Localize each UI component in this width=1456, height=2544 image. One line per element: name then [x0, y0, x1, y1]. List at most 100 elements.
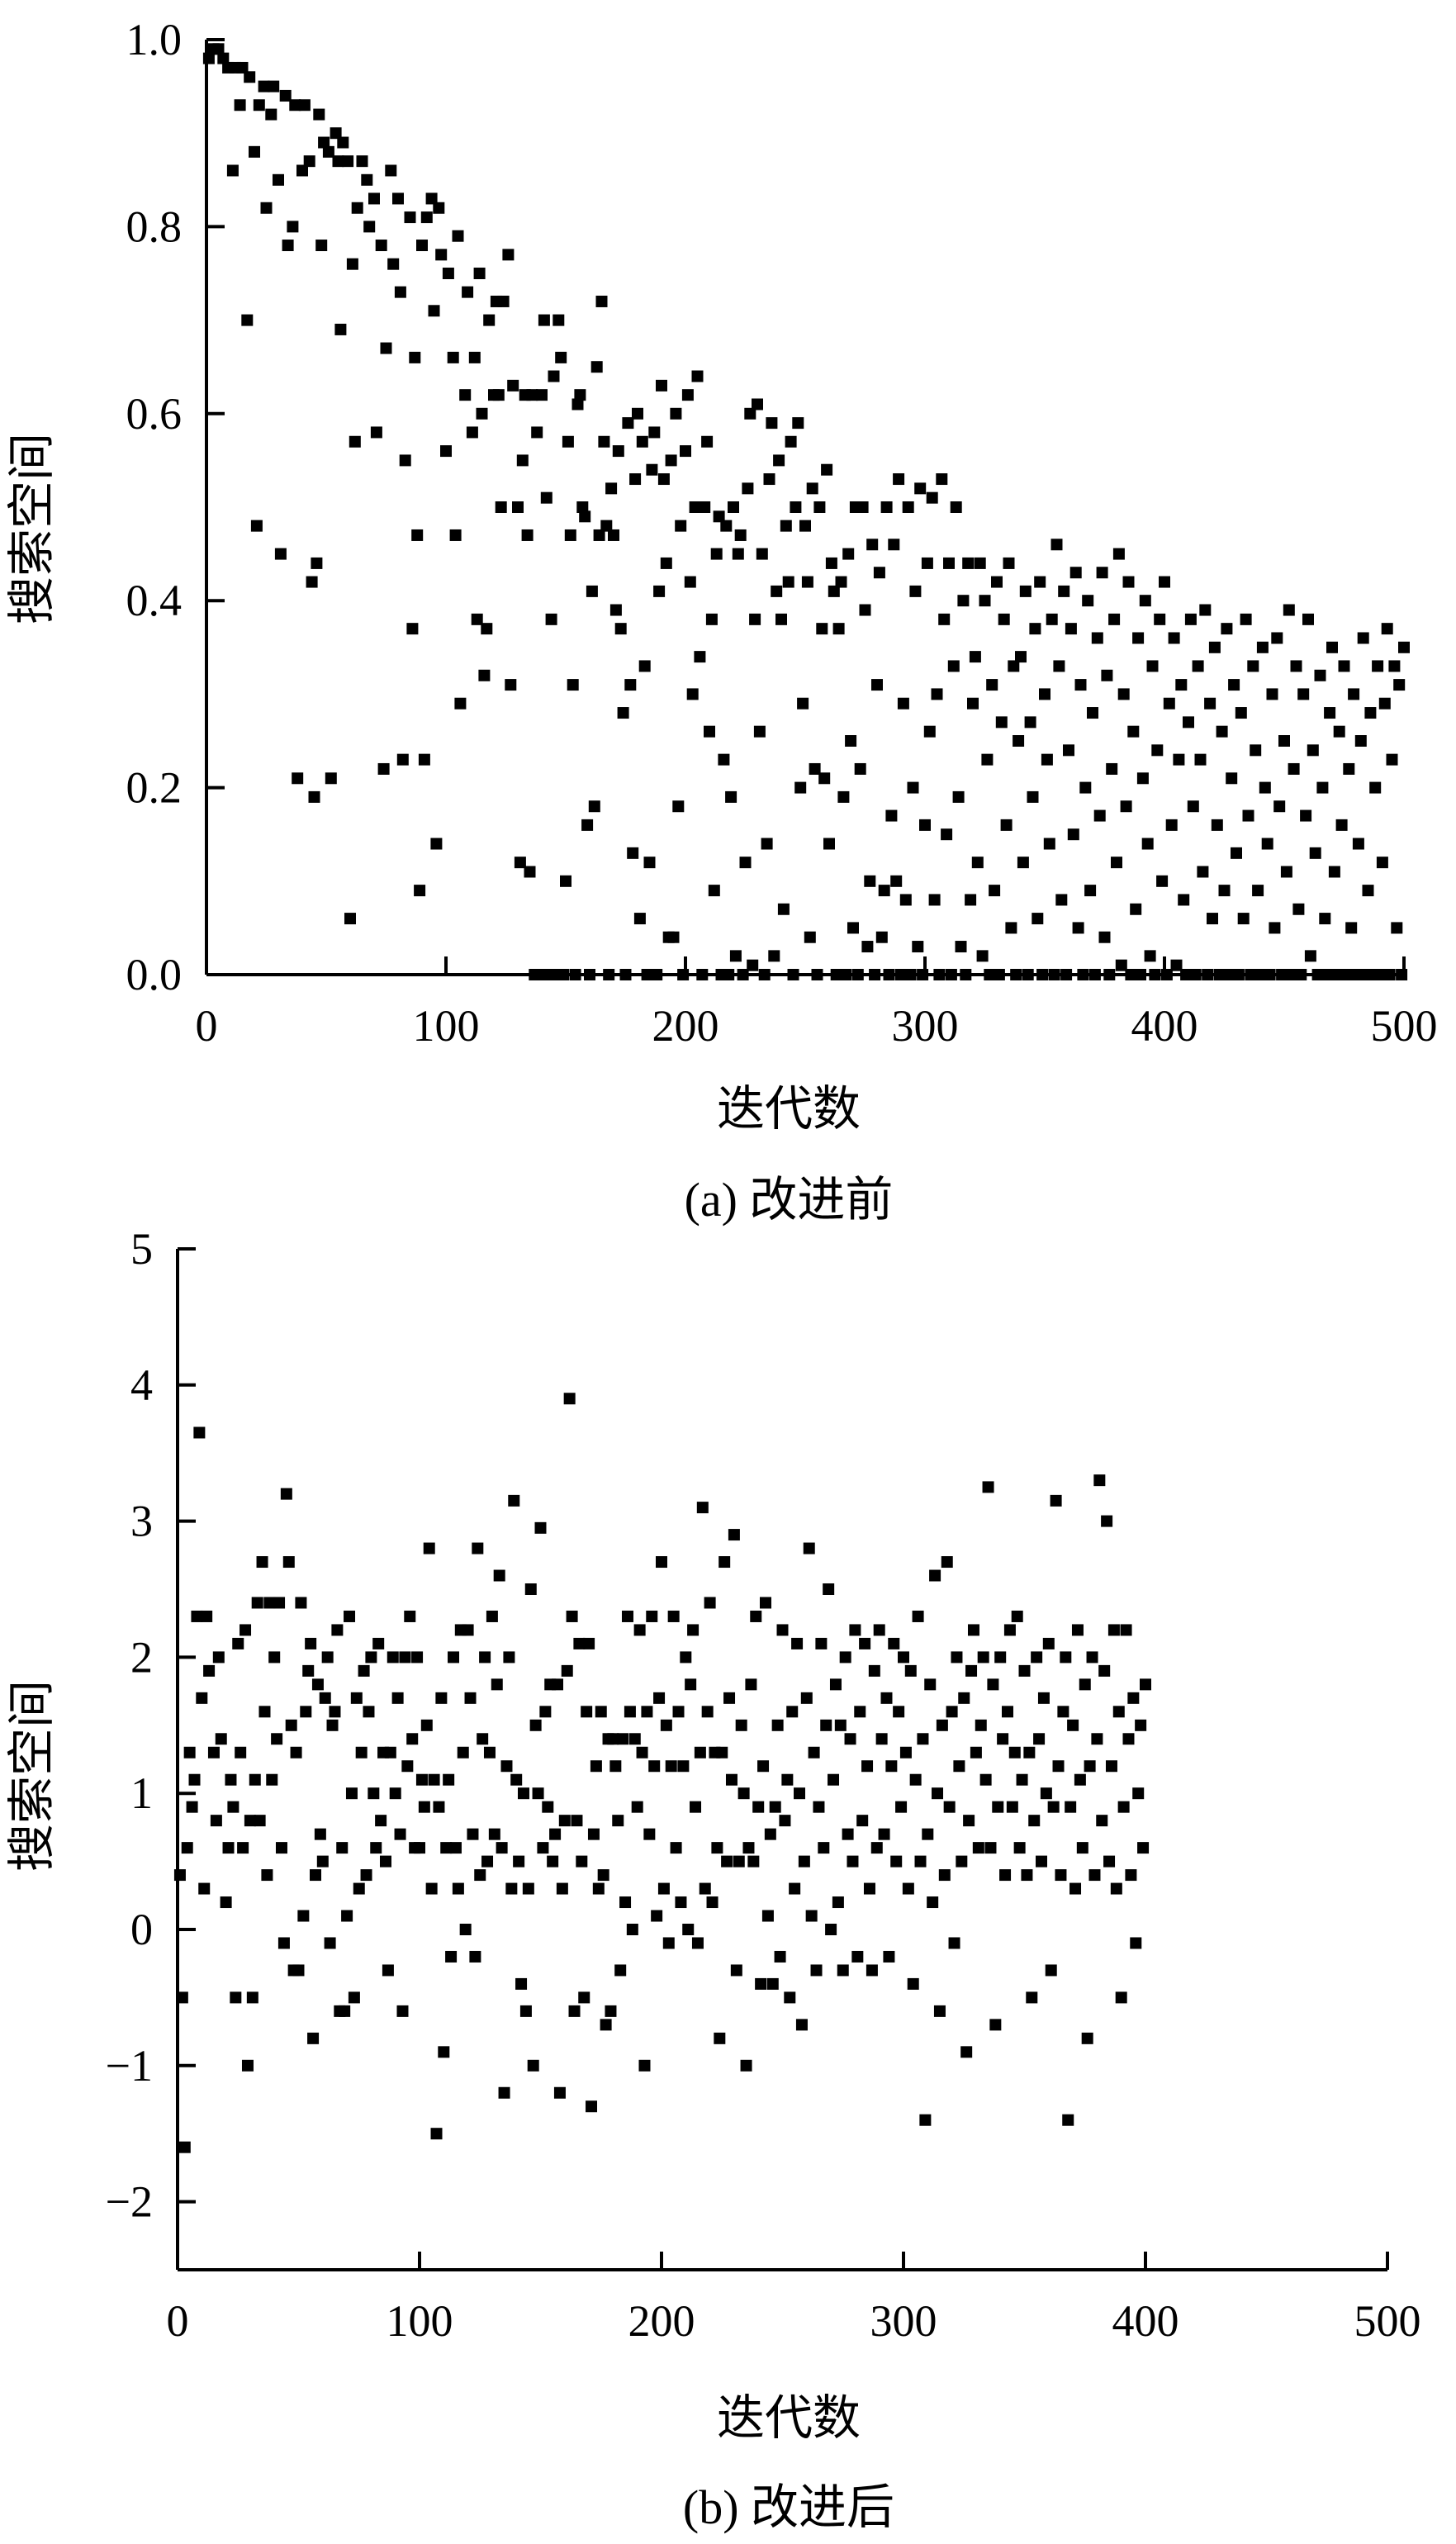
chart-before-point	[636, 435, 648, 448]
chart-after-point	[542, 1801, 554, 1813]
chart-after-x-tick-label: 200	[628, 2296, 695, 2346]
chart-before-point	[361, 173, 373, 186]
chart-after-point	[721, 1855, 733, 1868]
chart-after-point	[384, 1746, 396, 1758]
chart-after-point	[922, 1828, 934, 1840]
chart-before-point	[957, 595, 970, 607]
chart-after-point	[791, 1637, 804, 1649]
chart-after-point	[626, 1924, 638, 1935]
chart-before-point	[979, 595, 991, 607]
chart-after-point	[946, 1706, 958, 1718]
chart-after-point	[624, 1706, 636, 1718]
chart-after-point	[975, 1719, 987, 1731]
chart-after-point	[404, 1610, 416, 1622]
chart-before-point	[531, 426, 543, 439]
chart-before-point	[557, 969, 570, 980]
chart-after-point	[873, 1624, 885, 1636]
chart-before-point	[1175, 679, 1188, 691]
chart-before-point	[1087, 707, 1098, 719]
chart-after-point	[972, 1842, 984, 1854]
chart-before-point	[268, 80, 280, 93]
chart-after-point	[646, 1610, 658, 1622]
chart-before-point	[1396, 969, 1408, 980]
chart-before-point	[346, 258, 358, 270]
chart-before-point	[921, 557, 933, 569]
chart-after-point	[181, 1842, 193, 1854]
chart-after-point	[443, 1773, 455, 1786]
chart-after-point	[805, 1910, 818, 1922]
chart-after-point	[711, 1842, 723, 1854]
chart-before-point	[952, 790, 965, 803]
chart-after-point	[847, 1855, 859, 1868]
chart-before-x-tick-label: 400	[1131, 1001, 1198, 1051]
chart-after-point	[704, 1597, 716, 1609]
chart-before-point	[866, 539, 879, 551]
chart-before-point	[933, 969, 946, 980]
chart-before-point	[971, 857, 984, 869]
chart-after-point	[1130, 1937, 1142, 1949]
chart-before-point	[1154, 613, 1166, 625]
chart-before-point	[878, 885, 890, 897]
chart-before-point	[279, 89, 292, 102]
chart-after-point	[600, 2019, 612, 2031]
chart-before-point	[780, 520, 792, 532]
chart-after-point	[1137, 1842, 1150, 1854]
chart-after-point	[844, 1733, 856, 1745]
chart-before-point	[425, 192, 438, 205]
chart-after-point	[859, 1637, 871, 1649]
chart-after-point	[766, 1977, 779, 1990]
chart-after-point	[215, 1733, 227, 1745]
chart-before-y-tick-label: 0.0	[126, 950, 183, 999]
chart-before-point	[904, 969, 917, 980]
chart-before-point	[708, 885, 720, 897]
chart-before-point	[344, 913, 356, 925]
chart-before-point	[899, 894, 912, 906]
chart-after-point	[391, 1692, 404, 1704]
chart-before-point	[430, 838, 443, 850]
chart-before-point	[571, 398, 584, 411]
chart-before-point	[564, 529, 576, 541]
chart-before-point	[629, 473, 642, 486]
chart-after-point	[875, 1733, 888, 1745]
chart-after-point	[324, 1937, 336, 1949]
chart-before-point	[442, 268, 454, 279]
chart-before-point	[835, 576, 847, 588]
chart-before-point	[1022, 969, 1034, 980]
chart-before-point	[1184, 613, 1197, 625]
chart-after-point	[609, 1760, 622, 1773]
chart-before-point	[656, 379, 667, 392]
chart-before-point	[1328, 866, 1340, 878]
chart-before-point	[766, 417, 778, 430]
chart-before-point	[1103, 969, 1116, 980]
chart-before-point	[454, 697, 467, 710]
chart-before-point	[686, 688, 699, 700]
chart-before-point	[349, 435, 361, 448]
chart-before-point	[638, 660, 651, 672]
chart-after-point	[633, 1624, 646, 1636]
chart-after-point	[280, 1488, 292, 1500]
chart-before-point	[466, 426, 478, 439]
chart-after-point	[353, 1882, 365, 1895]
chart-before-point	[1183, 716, 1194, 729]
chart-after-point	[435, 1692, 448, 1704]
chart-after-point	[1055, 1869, 1067, 1882]
chart-before-point	[586, 585, 598, 597]
chart-after-point	[750, 1610, 762, 1622]
chart-after-point	[331, 1624, 344, 1636]
chart-before-point	[1350, 969, 1362, 980]
chart-before-point	[828, 585, 840, 597]
chart-before-point	[753, 725, 766, 738]
chart-after-point	[1050, 1494, 1062, 1507]
chart-before-point	[548, 370, 560, 382]
chart-after-point	[956, 1855, 968, 1868]
chart-after-point	[614, 1964, 627, 1977]
chart-after-point	[656, 1556, 667, 1569]
chart-before-point	[1333, 725, 1345, 738]
chart-after-point	[863, 1882, 875, 1895]
chart-before-point	[797, 697, 809, 710]
chart-after-point	[423, 1542, 435, 1554]
chart-after-point	[459, 1924, 472, 1935]
chart-before-point	[1029, 623, 1041, 635]
chart-before-point	[212, 43, 225, 55]
chart-before-caption: (a) 改进前	[685, 1173, 894, 1227]
